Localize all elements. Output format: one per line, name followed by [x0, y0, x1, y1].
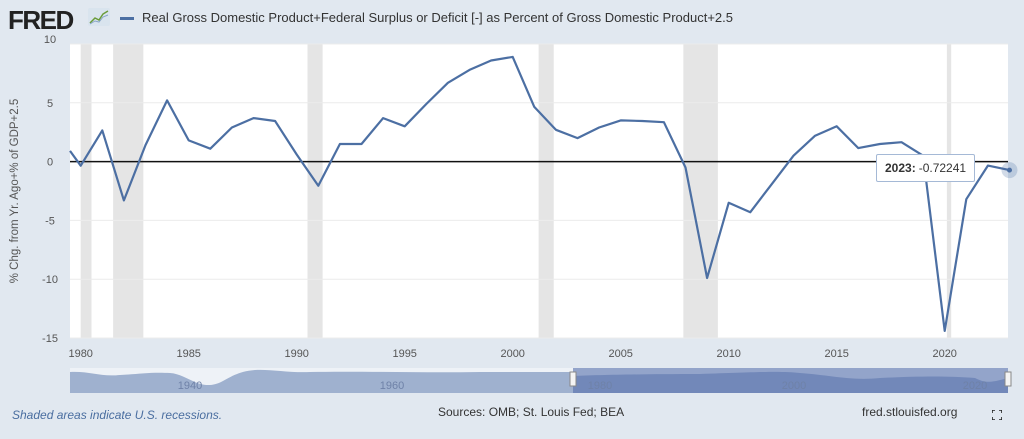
x-tick-label: 1980 — [68, 348, 92, 360]
x-tick-label: 2020 — [932, 348, 956, 360]
fullscreen-icon[interactable] — [992, 410, 1002, 420]
hover-point — [1007, 167, 1012, 173]
x-tick-label: 1995 — [392, 348, 416, 360]
recession-band — [683, 44, 718, 338]
site-link[interactable]: fred.stlouisfed.org — [862, 405, 958, 419]
navigator-right-handle[interactable] — [1004, 371, 1012, 387]
x-tick-label: 2010 — [716, 348, 740, 360]
x-tick-label: 2000 — [500, 348, 524, 360]
chart-legend[interactable]: Real Gross Domestic Product+Federal Surp… — [120, 10, 733, 26]
series-line — [69, 55, 1010, 332]
legend-label: Real Gross Domestic Product+Federal Surp… — [142, 10, 734, 25]
navigator-area — [70, 369, 573, 393]
fred-chart-icon — [88, 8, 110, 26]
x-tick-label: 1990 — [284, 348, 308, 360]
tooltip-value: -0.72241 — [918, 161, 967, 175]
navigator-label: 2020 — [963, 380, 987, 392]
navigator-left-handle[interactable] — [569, 371, 577, 387]
navigator-label: 1960 — [380, 380, 404, 392]
x-tick-label: 1985 — [176, 348, 200, 360]
x-tick-label: 2015 — [824, 348, 848, 360]
y-tick-label: -10 — [42, 274, 58, 286]
recession-band — [946, 44, 952, 338]
recession-band — [307, 44, 323, 338]
y-axis-label: % Chg. from Yr. Ago+% of GDP+2.5 — [9, 99, 21, 284]
recession-band — [80, 44, 92, 338]
y-tick-label: 10 — [44, 34, 56, 46]
navigator-selected-area — [573, 371, 1008, 393]
navigator-label: 1980 — [588, 380, 612, 392]
y-tick-label: -15 — [42, 333, 58, 345]
navigator-label: 1940 — [178, 380, 202, 392]
x-tick-label: 2005 — [608, 348, 632, 360]
navigator-label: 2000 — [782, 380, 806, 392]
tooltip-year: 2023: — [885, 161, 916, 175]
y-tick-label: 5 — [47, 98, 53, 110]
fred-logo[interactable]: FRED — [8, 5, 74, 35]
legend-swatch — [120, 16, 134, 20]
sources: Sources: OMB; St. Louis Fed; BEA — [438, 405, 625, 419]
recession-band — [538, 44, 554, 338]
recession-note: Shaded areas indicate U.S. recessions. — [12, 408, 223, 422]
y-tick-label: -5 — [45, 215, 55, 227]
y-tick-label: 0 — [47, 157, 53, 169]
tooltip: 2023: -0.72241 — [876, 154, 976, 182]
